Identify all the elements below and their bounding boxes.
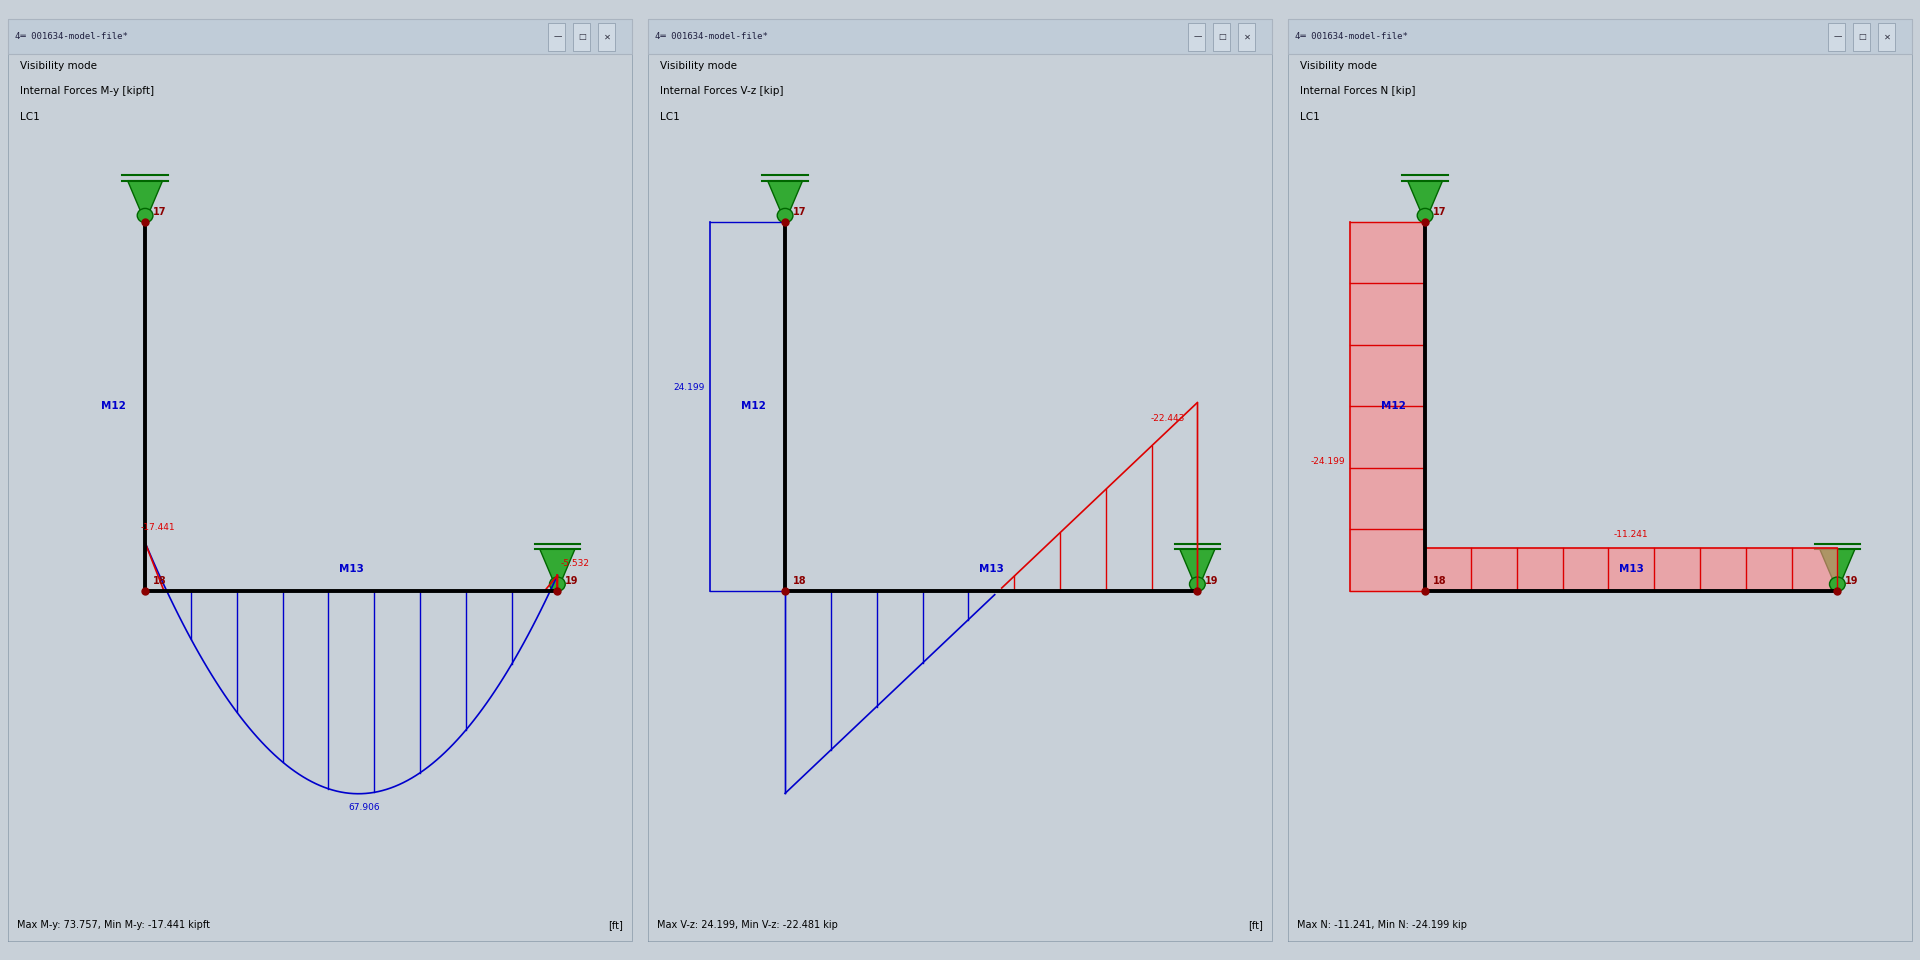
Bar	[597, 23, 616, 51]
Text: ✕: ✕	[603, 33, 611, 41]
Text: □: □	[1859, 33, 1866, 41]
Text: -5.532: -5.532	[561, 559, 589, 568]
Text: 17: 17	[152, 207, 167, 217]
Text: Internal Forces V-z [kip]: Internal Forces V-z [kip]	[660, 86, 783, 96]
Text: M12: M12	[741, 401, 766, 411]
Text: —: —	[553, 33, 561, 41]
Text: —: —	[1192, 33, 1202, 41]
Bar	[647, 19, 1273, 54]
Text: LC1: LC1	[21, 112, 40, 122]
Text: 4═ 001634-model-file*: 4═ 001634-model-file*	[1296, 33, 1407, 41]
Bar	[1238, 23, 1256, 51]
Text: [ft]: [ft]	[1248, 920, 1263, 929]
Text: 18: 18	[1432, 576, 1446, 586]
Text: Visibility mode: Visibility mode	[1300, 60, 1377, 71]
Ellipse shape	[1190, 577, 1206, 591]
Text: 18: 18	[152, 576, 167, 586]
Text: ✕: ✕	[1884, 33, 1891, 41]
Text: -17.441: -17.441	[140, 522, 175, 532]
Bar	[572, 23, 591, 51]
Text: 19: 19	[1845, 576, 1859, 586]
Text: M12: M12	[1380, 401, 1405, 411]
Text: M13: M13	[979, 564, 1004, 574]
Ellipse shape	[778, 208, 793, 223]
Text: Internal Forces N [kip]: Internal Forces N [kip]	[1300, 86, 1415, 96]
Bar	[1878, 23, 1895, 51]
Text: —: —	[1834, 33, 1841, 41]
Bar	[547, 23, 566, 51]
Text: 19: 19	[1206, 576, 1219, 586]
Bar	[8, 19, 632, 54]
Text: Max V-z: 24.199, Min V-z: -22.481 kip: Max V-z: 24.199, Min V-z: -22.481 kip	[657, 920, 837, 929]
Text: 19: 19	[564, 576, 578, 586]
Bar	[1288, 19, 1912, 54]
Text: -22.443: -22.443	[1150, 414, 1185, 422]
Polygon shape	[1820, 549, 1855, 590]
Text: LC1: LC1	[660, 112, 680, 122]
Polygon shape	[1407, 180, 1442, 222]
Text: -11.241: -11.241	[1615, 530, 1649, 539]
Ellipse shape	[136, 208, 154, 223]
Text: -24.199: -24.199	[1311, 457, 1346, 466]
Text: 4═ 001634-model-file*: 4═ 001634-model-file*	[15, 33, 129, 41]
Text: Visibility mode: Visibility mode	[21, 60, 98, 71]
Text: 17: 17	[793, 207, 806, 217]
Polygon shape	[1181, 549, 1215, 590]
Polygon shape	[768, 180, 803, 222]
Bar	[1828, 23, 1845, 51]
Text: LC1: LC1	[1300, 112, 1319, 122]
Text: □: □	[1219, 33, 1227, 41]
Ellipse shape	[1417, 208, 1432, 223]
Text: M12: M12	[102, 401, 127, 411]
Text: 18: 18	[793, 576, 806, 586]
Text: □: □	[578, 33, 586, 41]
Text: 67.906: 67.906	[348, 803, 380, 812]
Text: M13: M13	[1619, 564, 1644, 574]
Text: Max M-y: 73.757, Min M-y: -17.441 kipft: Max M-y: 73.757, Min M-y: -17.441 kipft	[17, 920, 209, 929]
Ellipse shape	[549, 577, 564, 591]
Ellipse shape	[1830, 577, 1845, 591]
Text: ✕: ✕	[1244, 33, 1250, 41]
Bar	[1853, 23, 1870, 51]
Text: 24.199: 24.199	[674, 383, 705, 393]
Polygon shape	[127, 180, 163, 222]
Text: Visibility mode: Visibility mode	[660, 60, 737, 71]
Polygon shape	[540, 549, 574, 590]
Bar	[1188, 23, 1206, 51]
Text: 17: 17	[1432, 207, 1446, 217]
Text: Internal Forces M-y [kipft]: Internal Forces M-y [kipft]	[21, 86, 154, 96]
Text: M13: M13	[338, 564, 363, 574]
Text: Max N: -11.241, Min N: -24.199 kip: Max N: -11.241, Min N: -24.199 kip	[1298, 920, 1467, 929]
Text: [ft]: [ft]	[609, 920, 622, 929]
Text: 4═ 001634-model-file*: 4═ 001634-model-file*	[655, 33, 768, 41]
Bar	[1213, 23, 1231, 51]
